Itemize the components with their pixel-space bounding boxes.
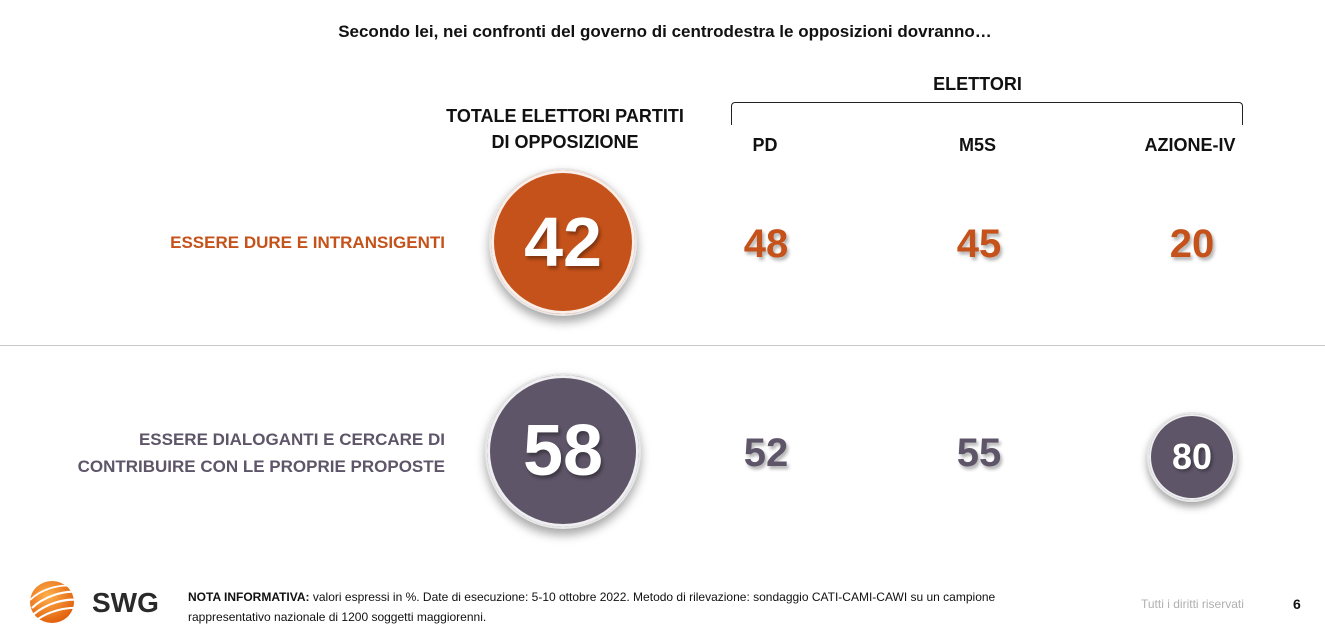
footer-note: NOTA INFORMATIVA: valori espressi in %. …: [188, 587, 1118, 627]
group-header-elettori: ELETTORI: [933, 74, 1022, 94]
chart-title: Secondo lei, nei confronti del governo d…: [338, 22, 992, 41]
row-label-dure: ESSERE DURE E INTRANSIGENTI: [170, 229, 445, 256]
total-header-line1: TOTALE ELETTORI PARTITI: [446, 106, 684, 126]
row-separator: [0, 345, 1325, 346]
value-azione-iv-dialoganti: 80: [1171, 436, 1213, 477]
total-value-dure: 42: [524, 203, 602, 281]
swg-logo-text: SWG: [92, 587, 159, 618]
rights-reserved-text: Tutti i diritti riservati: [1141, 597, 1244, 611]
total-circle-dialoganti: 58: [485, 373, 641, 529]
value-m5s-dure: 45: [956, 222, 1002, 266]
row-label-dialoganti-line1: ESSERE DIALOGANTI E CERCARE DI: [138, 430, 445, 449]
row-label-dure-line1: ESSERE DURE E INTRANSIGENTI: [170, 233, 445, 252]
group-bracket: [731, 102, 1243, 125]
swg-logo-icon: [28, 578, 82, 626]
footer-note-line1: NOTA INFORMATIVA: valori espressi in %. …: [188, 587, 1118, 607]
row-label-dialoganti-line2: CONTRIBUIRE CON LE PROPRIE PROPOSTE: [77, 457, 445, 476]
row-label-dialoganti: ESSERE DIALOGANTI E CERCARE DI CONTRIBUI…: [78, 426, 445, 480]
total-value-dialoganti: 58: [522, 411, 604, 491]
total-header-line2: DI OPPOSIZIONE: [491, 132, 639, 152]
value-m5s-dialoganti: 55: [956, 431, 1002, 475]
footer-note-label: NOTA INFORMATIVA:: [188, 590, 310, 604]
footer-note-line2: rappresentativo nazionale di 1200 sogget…: [188, 610, 487, 624]
column-header-azione-iv: AZIONE-IV: [1144, 135, 1236, 155]
highlight-circle-azione-iv-dialoganti: 80: [1147, 412, 1237, 502]
column-header-m5s: M5S: [958, 135, 996, 155]
total-column-header: TOTALE ELETTORI PARTITI DI OPPOSIZIONE: [425, 103, 705, 155]
value-azione-iv-dure: 20: [1169, 222, 1215, 266]
total-circle-dure: 42: [489, 168, 637, 316]
value-pd-dure: 48: [743, 222, 789, 266]
page-number: 6: [1293, 596, 1301, 612]
column-header-pd: PD: [752, 135, 778, 155]
value-pd-dialoganti: 52: [743, 431, 789, 475]
footer-note-text1: valori espressi in %. Date di esecuzione…: [309, 590, 996, 604]
